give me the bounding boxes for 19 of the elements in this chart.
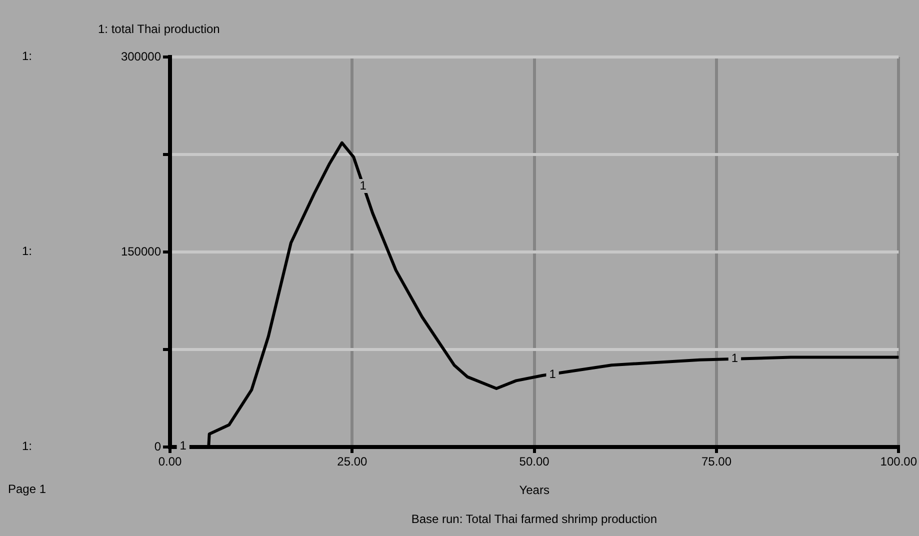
x-tick-label: 100.00 <box>880 454 918 469</box>
x-axis-title: Years <box>519 483 550 498</box>
y-tick-label: 0 <box>154 439 162 454</box>
text: 1: <box>22 49 32 63</box>
y-tick-label: 300000 <box>120 49 162 64</box>
x-tick-label: 50.00 <box>519 454 550 469</box>
y-tick-label: 150000 <box>120 244 162 258</box>
annotation: 1 <box>549 366 556 381</box>
text: Base run: Total Thai farmed shrimp production <box>411 512 657 526</box>
annotation: 1 <box>360 178 367 192</box>
annotation: 1 <box>180 438 187 452</box>
text: 1: <box>22 244 32 258</box>
text: 1: <box>22 439 32 453</box>
text: Page 1 <box>8 482 46 496</box>
x-tick-label: 25.00 <box>337 454 368 469</box>
annotation: 1 <box>731 351 738 366</box>
x-tick-label: 0.00 <box>158 454 182 469</box>
x-tick-label: 75.00 <box>701 454 732 469</box>
text: 1: total Thai production <box>98 22 220 36</box>
